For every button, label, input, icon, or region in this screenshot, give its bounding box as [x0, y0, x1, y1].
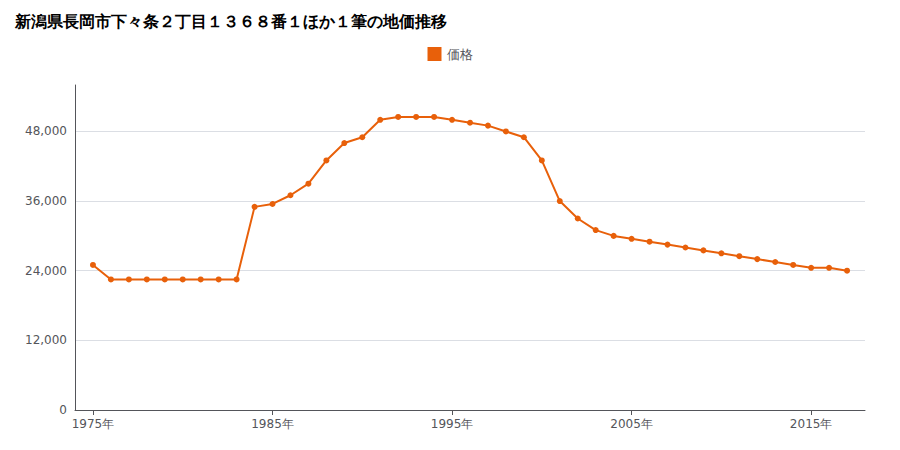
svg-text:価格: 価格 [447, 47, 473, 62]
svg-text:12,000: 12,000 [25, 333, 67, 347]
svg-text:1985年: 1985年 [251, 417, 294, 431]
svg-text:1975年: 1975年 [72, 417, 115, 431]
svg-text:48,000: 48,000 [25, 124, 67, 138]
svg-text:36,000: 36,000 [25, 194, 67, 208]
svg-text:24,000: 24,000 [25, 264, 67, 278]
svg-text:新潟県長岡市下々条２丁目１３６８番１ほか１筆の地価推移: 新潟県長岡市下々条２丁目１３６８番１ほか１筆の地価推移 [14, 12, 447, 31]
svg-text:2005年: 2005年 [610, 417, 653, 431]
svg-text:2015年: 2015年 [790, 417, 833, 431]
svg-text:1995年: 1995年 [431, 417, 474, 431]
svg-text:0: 0 [59, 403, 67, 417]
